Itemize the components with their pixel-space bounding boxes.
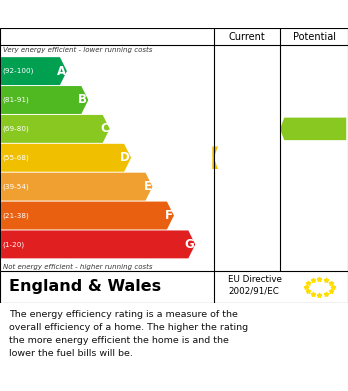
Text: Energy Efficiency Rating: Energy Efficiency Rating <box>9 7 211 22</box>
Text: (39-54): (39-54) <box>2 183 29 190</box>
Text: Very energy efficient - lower running costs: Very energy efficient - lower running co… <box>3 47 152 53</box>
Text: D: D <box>120 151 130 164</box>
Text: (92-100): (92-100) <box>2 68 34 74</box>
Text: (55-68): (55-68) <box>2 154 29 161</box>
Text: 68: 68 <box>204 151 222 164</box>
Text: Not energy efficient - higher running costs: Not energy efficient - higher running co… <box>3 264 152 270</box>
Polygon shape <box>212 147 218 169</box>
Polygon shape <box>1 230 195 258</box>
Text: E: E <box>143 180 151 193</box>
Text: Potential: Potential <box>293 32 335 42</box>
Polygon shape <box>1 86 88 114</box>
Text: F: F <box>165 209 173 222</box>
Text: B: B <box>78 93 87 106</box>
Polygon shape <box>1 173 152 201</box>
Polygon shape <box>1 57 67 85</box>
Text: A: A <box>57 65 66 78</box>
Text: (1-20): (1-20) <box>2 241 25 248</box>
Text: (21-38): (21-38) <box>2 212 29 219</box>
Text: G: G <box>184 238 194 251</box>
Polygon shape <box>280 118 346 140</box>
Text: 78: 78 <box>304 122 322 135</box>
Text: The energy efficiency rating is a measure of the
overall efficiency of a home. T: The energy efficiency rating is a measur… <box>9 310 248 358</box>
Text: C: C <box>100 122 109 135</box>
Polygon shape <box>1 115 110 143</box>
Text: (69-80): (69-80) <box>2 126 29 132</box>
Text: (81-91): (81-91) <box>2 97 29 103</box>
Polygon shape <box>1 202 174 230</box>
Text: Current: Current <box>229 32 266 42</box>
Text: England & Wales: England & Wales <box>9 280 161 294</box>
Text: EU Directive
2002/91/EC: EU Directive 2002/91/EC <box>228 275 282 296</box>
Polygon shape <box>1 144 131 172</box>
